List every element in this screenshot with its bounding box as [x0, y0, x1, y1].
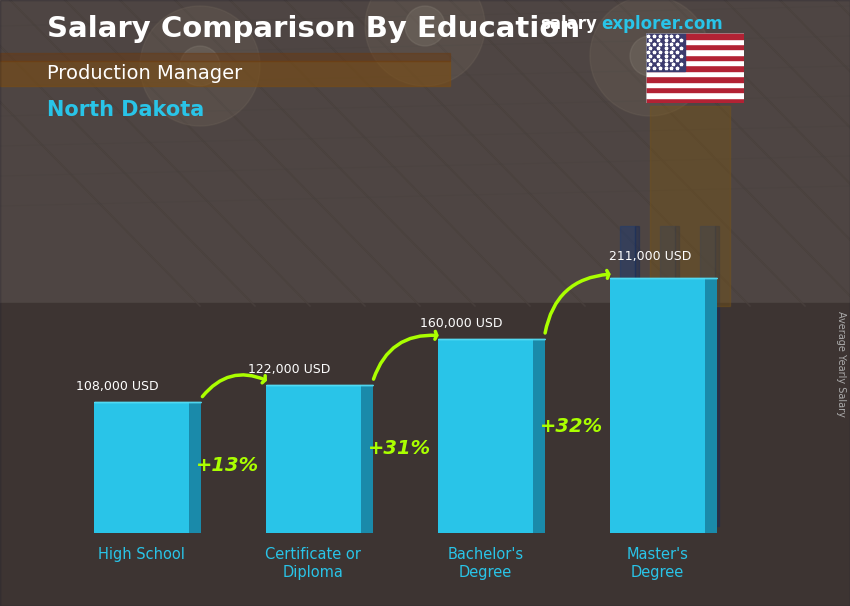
- Circle shape: [140, 6, 260, 126]
- Bar: [0, 61, 450, 86]
- Bar: [646, 50, 744, 55]
- Bar: [715, 226, 719, 526]
- Text: Average Yearly Salary: Average Yearly Salary: [836, 311, 846, 416]
- Bar: [646, 82, 744, 87]
- Bar: [189, 402, 201, 533]
- Circle shape: [630, 36, 670, 76]
- Bar: [646, 55, 744, 60]
- Bar: [0, 0, 850, 303]
- Circle shape: [590, 0, 710, 116]
- Text: 211,000 USD: 211,000 USD: [609, 250, 692, 263]
- Circle shape: [405, 6, 445, 46]
- Bar: [660, 226, 675, 526]
- Bar: [646, 92, 744, 98]
- Text: Production Manager: Production Manager: [47, 64, 242, 82]
- Bar: [620, 226, 635, 526]
- Text: 122,000 USD: 122,000 USD: [248, 363, 331, 376]
- Bar: [646, 44, 744, 50]
- Bar: [360, 385, 372, 533]
- Text: +31%: +31%: [368, 439, 431, 458]
- Text: 108,000 USD: 108,000 USD: [76, 380, 159, 393]
- Text: Salary Comparison By Education: Salary Comparison By Education: [47, 15, 580, 43]
- Text: +13%: +13%: [196, 456, 259, 475]
- Bar: [650, 106, 730, 306]
- Text: 160,000 USD: 160,000 USD: [420, 317, 502, 330]
- Bar: [610, 278, 705, 533]
- Bar: [705, 278, 717, 533]
- Bar: [438, 339, 533, 533]
- Bar: [646, 98, 744, 103]
- Text: salary: salary: [540, 15, 597, 33]
- Bar: [675, 226, 679, 526]
- Bar: [635, 226, 639, 526]
- Circle shape: [365, 0, 485, 86]
- Bar: [646, 71, 744, 76]
- Bar: [94, 402, 189, 533]
- Bar: [646, 33, 685, 71]
- Bar: [646, 39, 744, 44]
- Text: North Dakota: North Dakota: [47, 100, 204, 120]
- Bar: [533, 339, 545, 533]
- Text: explorer.com: explorer.com: [601, 15, 722, 33]
- Bar: [0, 53, 450, 61]
- Bar: [646, 65, 744, 71]
- Bar: [700, 226, 715, 526]
- Bar: [646, 60, 744, 65]
- Bar: [646, 87, 744, 92]
- Bar: [0, 303, 850, 606]
- Circle shape: [180, 46, 220, 86]
- Text: +32%: +32%: [540, 418, 603, 436]
- Bar: [266, 385, 360, 533]
- Bar: [646, 33, 744, 39]
- Bar: [646, 76, 744, 82]
